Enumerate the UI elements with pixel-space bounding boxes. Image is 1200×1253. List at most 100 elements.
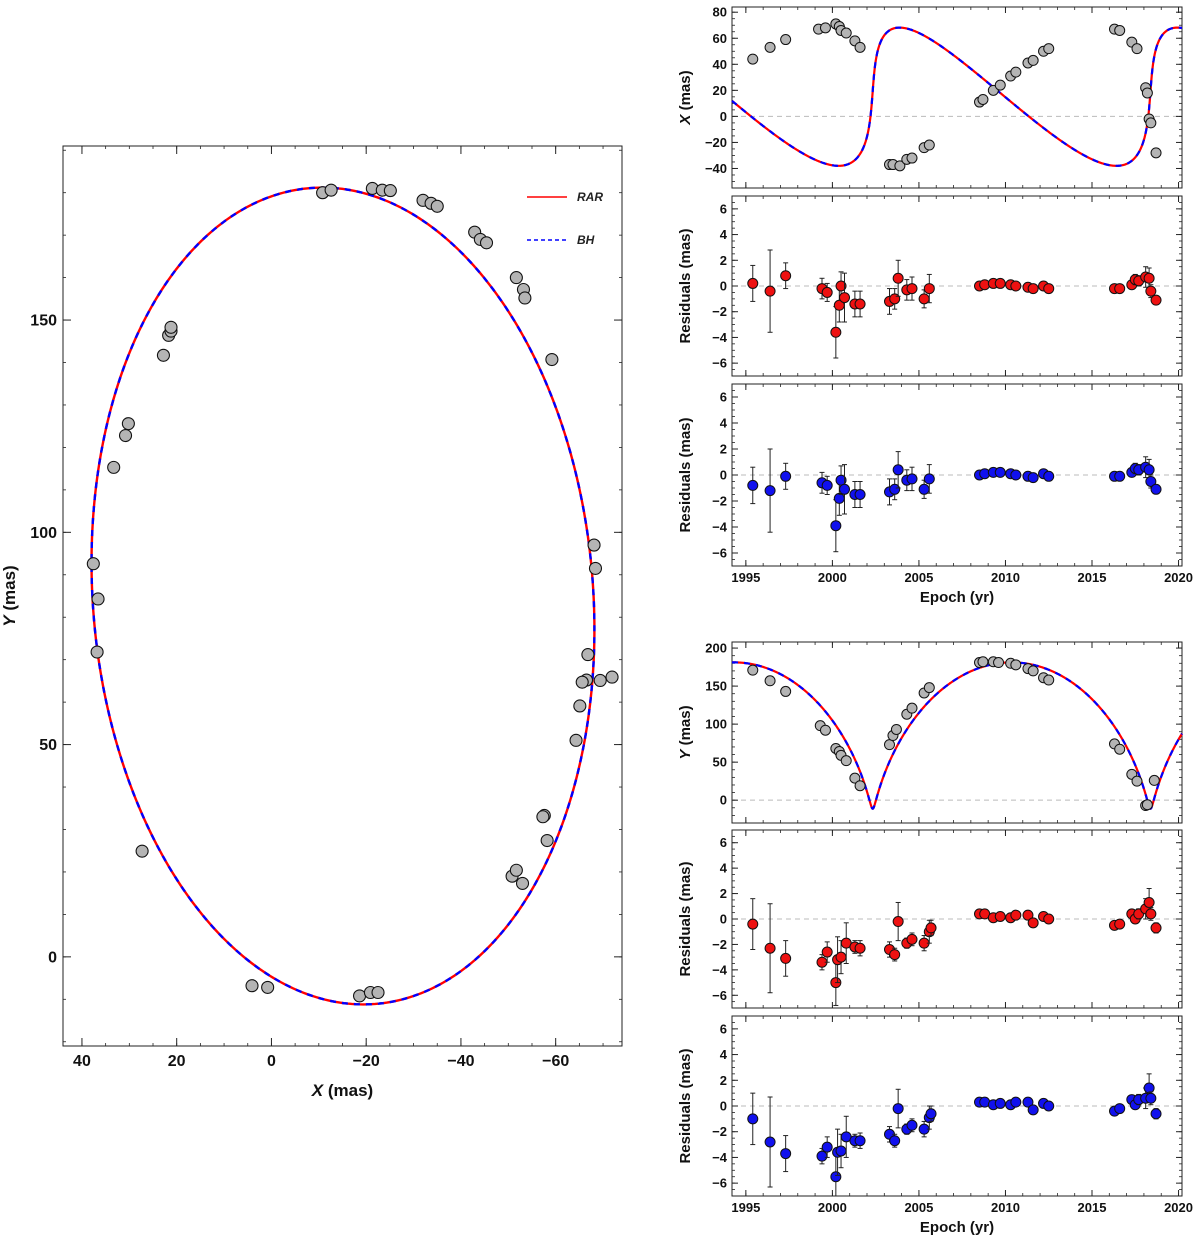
orbit-data-point [261,980,275,994]
y-vs-epoch-data-point [993,657,1005,669]
x-residuals-rar-data-point [830,326,842,338]
y-vs-epoch-data-point [923,682,935,694]
y-residuals-rar-data-point [854,942,866,954]
x-vs-epoch-ytick-label: 0 [720,109,727,124]
y-vs-epoch-frame [731,641,1183,824]
orbit-data-point [164,320,178,334]
y-residuals-bh-xlabel: Epoch (yr) [920,1219,994,1236]
x-vs-epoch-model-rar [731,26,1183,167]
y-residuals-bh-data-point [821,1141,833,1153]
y-residuals-bh-data-point [892,1103,904,1115]
x-residuals-rar-data-point [1010,280,1022,292]
x-residuals-bh-data-point [892,464,904,476]
y-residuals-bh-xtick-label: 2000 [818,1200,847,1215]
x-residuals-rar-data-point [994,277,1006,289]
y-residuals-bh-data-point [764,1136,776,1148]
x-residuals-bh-data-point [1150,483,1162,495]
orbit-data-point [536,810,550,824]
orbit-data-point [91,592,105,606]
orbit-data-point [353,989,367,1003]
y-vs-epoch-data-point [1027,665,1039,677]
orbit-data-point [509,271,523,285]
y-vs-epoch-data-point [840,755,852,767]
orbit-data-point [605,670,619,684]
orbit-xtick-label: 20 [168,1053,186,1070]
y-residuals-bh-xtick-label: 1995 [731,1200,760,1215]
y-vs-epoch-model-rar [731,661,1183,810]
orbit-data-point [573,699,587,713]
x-vs-epoch-ytick-label: −40 [705,161,727,176]
orbit-data-point [86,557,100,571]
x-residuals-bh-xtick-label: 1995 [731,570,760,585]
x-residuals-bh-ylabel: Residuals (mas) [677,417,694,532]
y-vs-epoch-data-point [747,664,759,676]
x-vs-epoch-data-point [894,160,906,172]
y-residuals-bh-xtick-label: 2020 [1164,1200,1193,1215]
orbit-xlabel: X (mas) [311,1081,373,1100]
x-residuals-rar-data-point [854,298,866,310]
y-residuals-bh-data-point [1145,1092,1157,1104]
y-residuals-bh-data-point [889,1135,901,1147]
y-residuals-rar-data-point [1010,909,1022,921]
orbit-data-point [588,561,603,575]
x-residuals-rar-data-point [1027,283,1039,295]
orbit-data-point [324,183,338,197]
y-residuals-rar-ylabel: Residuals (mas) [677,861,694,976]
x-residuals-rar-data-point [1114,283,1126,295]
x-residuals-bh-data-point [1027,472,1039,484]
x-vs-epoch-data-point [1043,43,1055,55]
y-vs-epoch-ytick-label: 50 [713,755,727,770]
x-residuals-bh-xtick-label: 2000 [818,570,847,585]
x-residuals-bh-ytick-label: 0 [720,468,727,483]
y-vs-epoch-data-point [1148,774,1160,786]
x-residuals-bh-data-point [839,483,850,495]
x-residuals-rar-data-point [839,292,850,304]
y-residuals-bh-data-point [835,1145,847,1157]
y-residuals-bh-data-point [1043,1100,1055,1112]
x-residuals-rar-data-point [892,272,904,284]
x-vs-epoch-data-point [1010,66,1022,78]
legend-rar-label: RAR [577,190,603,204]
orbit-data-point [545,352,559,367]
y-vs-epoch-ytick-label: 200 [705,641,727,656]
y-vs-epoch-data-point [1010,659,1022,671]
y-residuals-bh-data-point [1143,1082,1155,1094]
x-vs-epoch-ylabel: X (mas) [677,70,694,125]
x-residuals-bh-data-point [1043,470,1055,482]
x-residuals-bh-data-point [1010,469,1022,481]
x-vs-epoch-data-point [923,139,935,151]
y-vs-epoch-ylabel: Y (mas) [677,705,694,759]
x-vs-epoch-data-point [840,27,852,39]
x-vs-epoch-model-bh [731,26,1183,167]
x-residuals-bh-ytick-label: 6 [720,390,727,405]
x-residuals-rar-data-point [821,286,833,298]
x-residuals-rar-data-point [1043,283,1055,295]
orbit-data-point [121,417,135,431]
y-vs-epoch-ytick-label: 150 [705,679,727,694]
x-residuals-bh-data-point [854,489,866,500]
x-residuals-rar-ytick-label: 6 [720,201,727,216]
y-residuals-rar-data-point [821,946,833,958]
x-residuals-bh-xlabel: Epoch (yr) [920,589,994,606]
x-residuals-bh-data-point [1114,470,1126,482]
y-residuals-rar-data-point [1022,909,1034,921]
orbit-data-point [587,538,601,552]
x-vs-epoch-data-point [1114,24,1126,36]
y-residuals-bh-data-point [747,1113,759,1125]
x-residuals-bh-data-point [747,479,759,491]
y-residuals-bh-data-point [906,1119,918,1131]
orbit-xtick-label: −20 [353,1053,380,1070]
y-residuals-rar-data-point [1027,917,1039,929]
orbit-frame [62,145,623,1047]
x-vs-epoch-data-point [854,41,866,53]
y-residuals-rar-data-point [1143,896,1155,908]
orbit-ytick-label: 150 [30,313,57,330]
y-vs-epoch-data-point [819,724,831,736]
x-vs-epoch-data-point [994,79,1006,91]
orbit-xtick-label: −60 [542,1053,569,1070]
x-vs-epoch-ytick-label: 20 [713,83,727,98]
y-residuals-rar-ytick-label: −2 [712,937,727,952]
y-residuals-bh-ytick-label: −2 [712,1124,727,1139]
x-residuals-bh-ytick-label: −6 [712,546,727,561]
x-residuals-rar-data-point [764,285,776,297]
